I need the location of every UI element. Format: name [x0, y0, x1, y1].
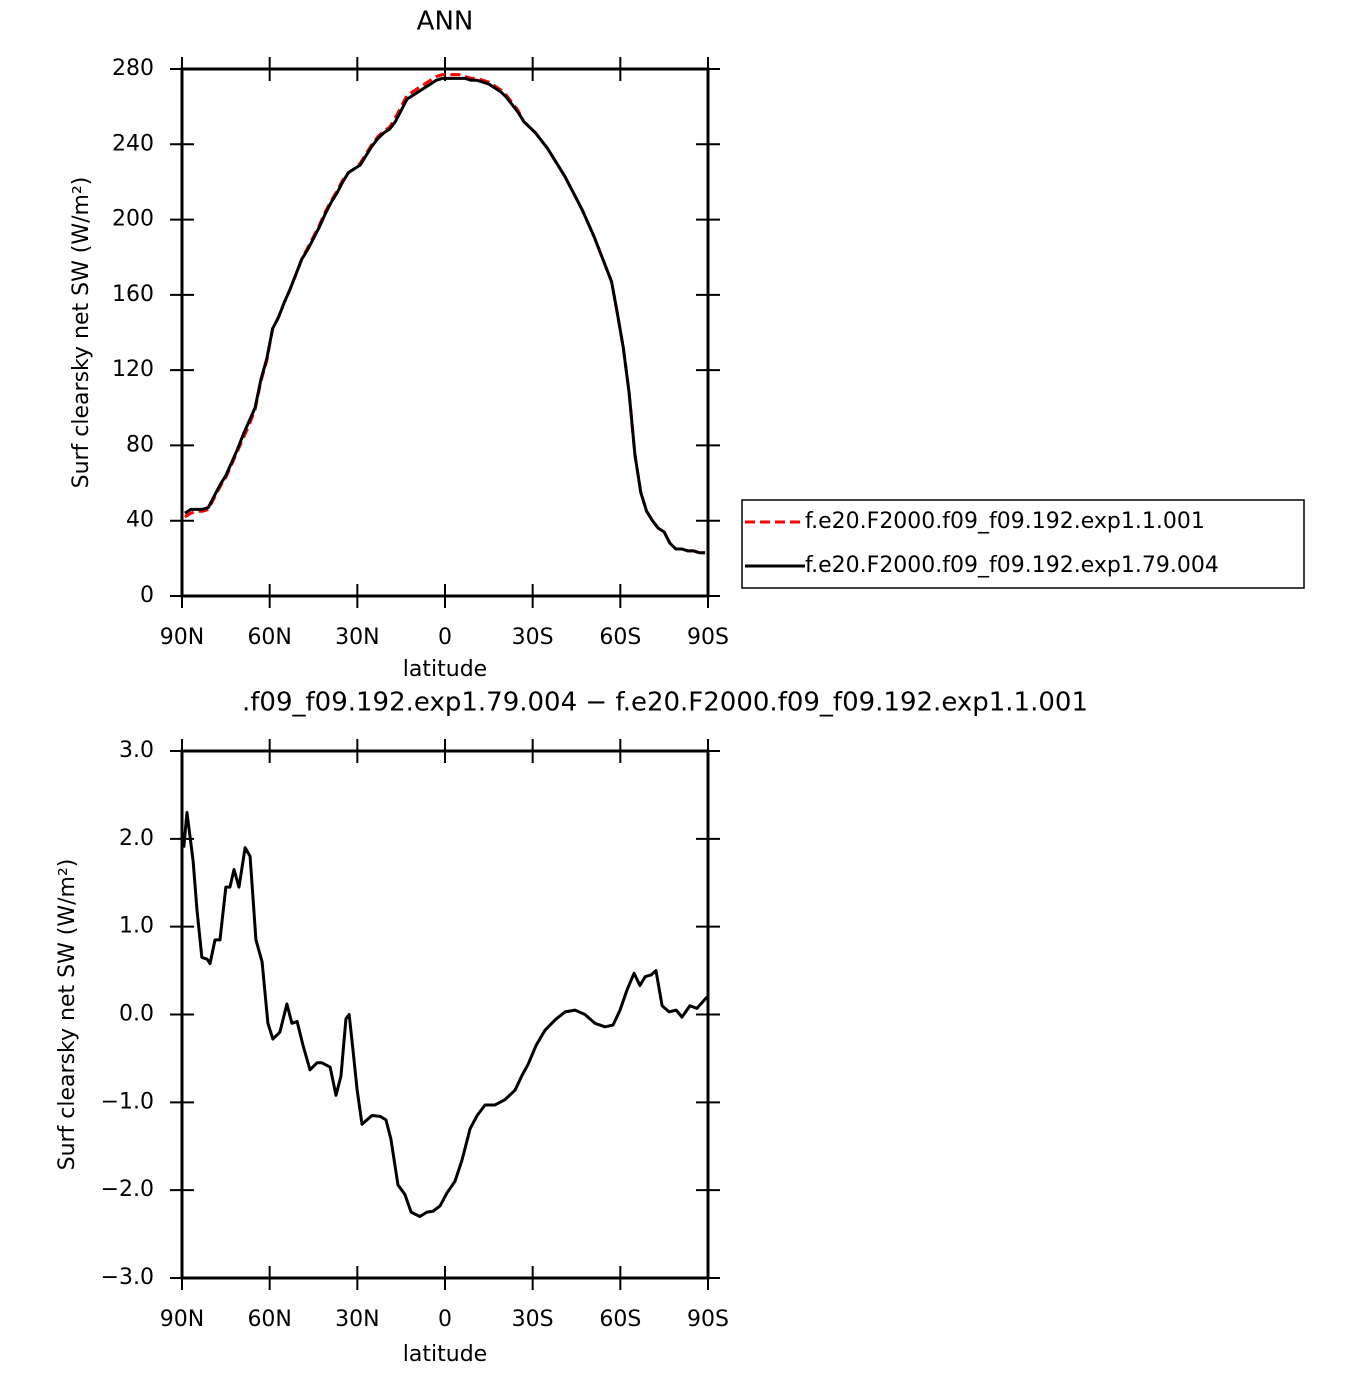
x-tick-label: 0: [438, 625, 452, 650]
x-tick-label: 60N: [247, 625, 291, 650]
y-tick-label: 1.0: [119, 914, 154, 939]
y-tick-label: 0.0: [119, 1002, 154, 1027]
plot-frame: [180, 749, 710, 1280]
x-tick-label: 90N: [160, 1307, 204, 1332]
y-tick-label: 240: [112, 131, 154, 156]
y-tick-label: −1.0: [101, 1089, 154, 1114]
y-tick-label: 3.0: [119, 738, 154, 763]
x-tick-label: 90S: [687, 625, 729, 650]
x-tick-label: 90N: [160, 625, 204, 650]
y-tick-label: 280: [112, 56, 154, 81]
y-tick-label: −2.0: [101, 1177, 154, 1202]
series-line: [184, 73, 706, 555]
chart-title: ANN: [417, 7, 474, 37]
y-tick-label: 2.0: [119, 826, 154, 851]
legend-box: [741, 499, 1305, 589]
x-tick-label: 30S: [512, 1307, 554, 1332]
y-tick-label: 80: [126, 432, 154, 457]
x-tick-label: 30S: [512, 625, 554, 650]
x-axis-label: latitude: [403, 657, 487, 682]
chart-title: .f09_f09.192.exp1.79.004 − f.e20.F2000.f…: [242, 688, 1088, 718]
x-tick-label: 60S: [599, 625, 641, 650]
y-tick-label: 120: [112, 357, 154, 382]
legend-label: f.e20.F2000.f09_f09.192.exp1.79.004: [805, 553, 1219, 578]
x-tick-label: 30N: [335, 625, 379, 650]
y-tick-label: 0: [140, 583, 154, 608]
x-tick-label: 90S: [687, 1307, 729, 1332]
series-line: [182, 810, 709, 1219]
series-line: [184, 76, 706, 555]
legend-label: f.e20.F2000.f09_f09.192.exp1.1.001: [805, 509, 1205, 534]
x-tick-label: 0: [438, 1307, 452, 1332]
x-tick-label: 60S: [599, 1307, 641, 1332]
y-axis-label: Surf clearsky net SW (W/m²): [55, 859, 80, 1171]
y-tick-label: 160: [112, 282, 154, 307]
x-tick-label: 30N: [335, 1307, 379, 1332]
y-tick-label: 40: [126, 508, 154, 533]
x-tick-label: 60N: [247, 1307, 291, 1332]
x-axis-label: latitude: [403, 1342, 487, 1367]
y-tick-label: 200: [112, 207, 154, 232]
y-axis-label: Surf clearsky net SW (W/m²): [69, 177, 94, 489]
y-tick-label: −3.0: [101, 1265, 154, 1290]
plot-frame: [180, 67, 710, 598]
